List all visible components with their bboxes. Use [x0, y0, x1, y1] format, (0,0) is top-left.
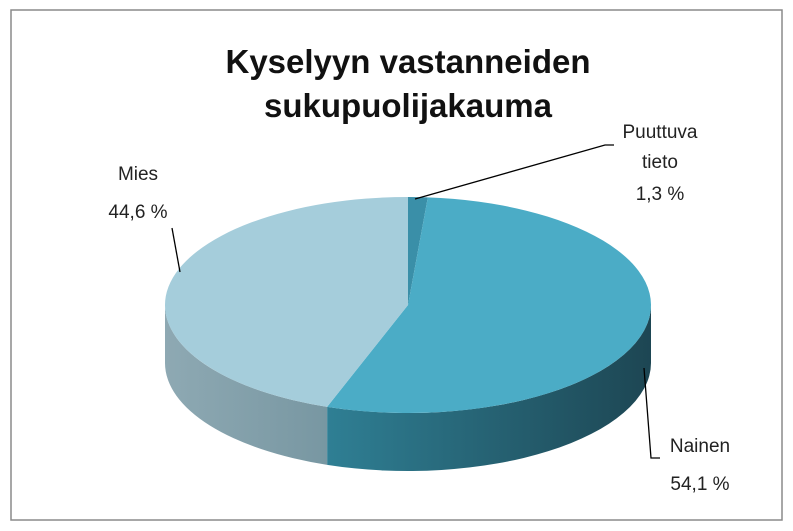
- leader-line: [171, 227, 181, 273]
- chart-title: Kyselyyn vastanneiden sukupuolijakauma: [225, 43, 591, 124]
- slice-label: Nainen: [669, 436, 731, 457]
- pie-side: [327, 305, 651, 472]
- leader-line: [643, 367, 660, 459]
- value-label: 54,1 %: [670, 474, 730, 495]
- slice-label: Mies: [117, 164, 159, 185]
- pie-slice: [408, 197, 428, 305]
- value-label: 1,3 %: [635, 184, 685, 205]
- pie-slice: [164, 197, 408, 407]
- pie-slice: [327, 197, 651, 413]
- slice-label: Puuttuva tieto: [622, 122, 698, 173]
- value-label: 44,6 %: [108, 202, 168, 223]
- leader-line: [414, 144, 614, 200]
- pie-side: [164, 305, 328, 465]
